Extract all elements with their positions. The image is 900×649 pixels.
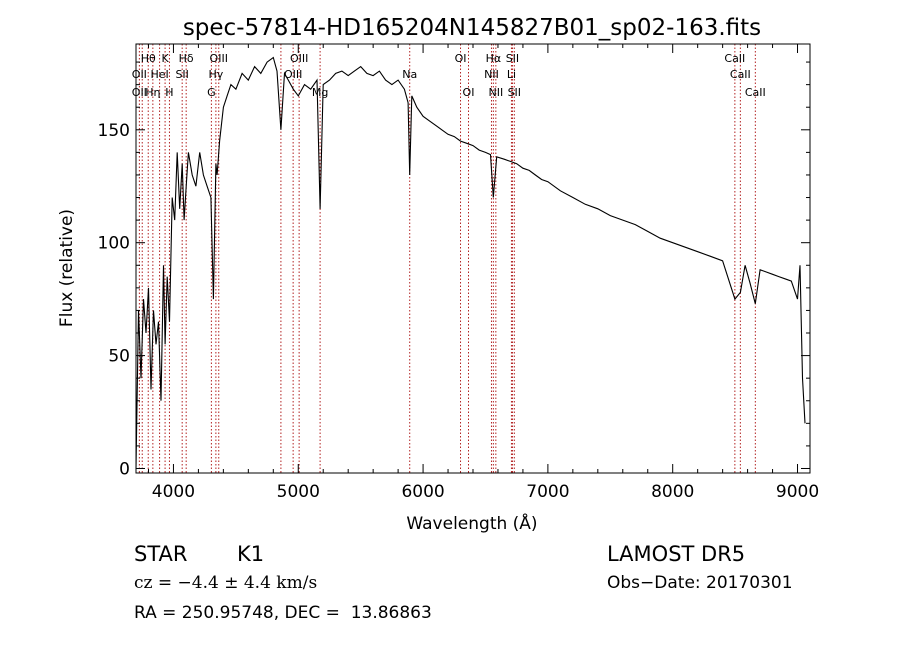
- annotation-label: Mg: [312, 86, 328, 99]
- y-axis: 0 50 100 150: [98, 61, 810, 479]
- annotation-label: OIII: [210, 52, 228, 65]
- coordinates: RA = 250.95748, DEC = 13.86863: [134, 603, 432, 623]
- y-tick-label: 0: [119, 459, 130, 479]
- annotation-label: SII: [506, 52, 519, 65]
- x-tick-label: 7000: [526, 482, 569, 502]
- annotation-label: OI: [455, 52, 467, 65]
- subclass: K1: [237, 542, 265, 566]
- object-type: STAR: [134, 542, 188, 566]
- annotation-label: HeI: [150, 68, 168, 81]
- x-axis: 4000 5000 6000 7000 8000 9000: [147, 44, 819, 502]
- annotation-label: Hγ: [208, 68, 223, 81]
- x-tick-label: 8000: [651, 482, 694, 502]
- annotation-label: CaII: [730, 68, 751, 81]
- annotation-label: H: [165, 86, 173, 99]
- chart-title: spec-57814-HD165204N145827B01_sp02-163.f…: [183, 15, 761, 41]
- annotation-label: K: [161, 52, 169, 65]
- observation-date: Obs−Date: 20170301: [607, 573, 793, 593]
- annotation-label: OI: [463, 86, 475, 99]
- annotation-label: G: [207, 86, 216, 99]
- x-tick-label: 6000: [401, 482, 444, 502]
- annotation-label: CaII: [745, 86, 766, 99]
- annotation-label: Li: [507, 68, 516, 81]
- annotation-label: NII: [488, 86, 503, 99]
- spectrum-plot: spec-57814-HD165204N145827B01_sp02-163.f…: [57, 15, 819, 534]
- x-tick-label: 5000: [277, 482, 320, 502]
- annotation-label: Hη: [145, 86, 160, 99]
- plot-frame: [135, 43, 811, 474]
- annotation-label: OII: [132, 68, 147, 81]
- y-tick-label: 100: [98, 234, 130, 254]
- annotation-label: NII: [484, 68, 499, 81]
- redshift-velocity: cz = −4.4 ± 4.4 km/s: [134, 573, 318, 593]
- survey-name: LAMOST DR5: [607, 542, 746, 566]
- x-tick-label: 9000: [776, 482, 819, 502]
- spectrum-line: [135, 56, 806, 469]
- line-annotations: Hθ K Hδ OIII OIII OI Hα SII CaII OII HeI SII Hγ OIII N…: [132, 52, 766, 99]
- emission-line-markers: [138, 44, 756, 473]
- annotation-label: Na: [402, 68, 417, 81]
- annotation-label: Hα: [486, 52, 502, 65]
- x-tick-label: 4000: [152, 482, 195, 502]
- annotation-label: SII: [508, 86, 521, 99]
- annotation-label: Hδ: [179, 52, 194, 65]
- annotation-label: SII: [175, 68, 188, 81]
- x-axis-label: Wavelength (Å): [406, 512, 537, 534]
- y-tick-label: 150: [98, 121, 130, 141]
- annotation-label: OIII: [290, 52, 308, 65]
- annotation-label: CaII: [724, 52, 745, 65]
- annotation-label: Hθ: [141, 52, 156, 65]
- y-tick-label: 50: [108, 347, 130, 367]
- y-axis-label: Flux (relative): [57, 209, 77, 327]
- annotation-label: OIII: [284, 68, 302, 81]
